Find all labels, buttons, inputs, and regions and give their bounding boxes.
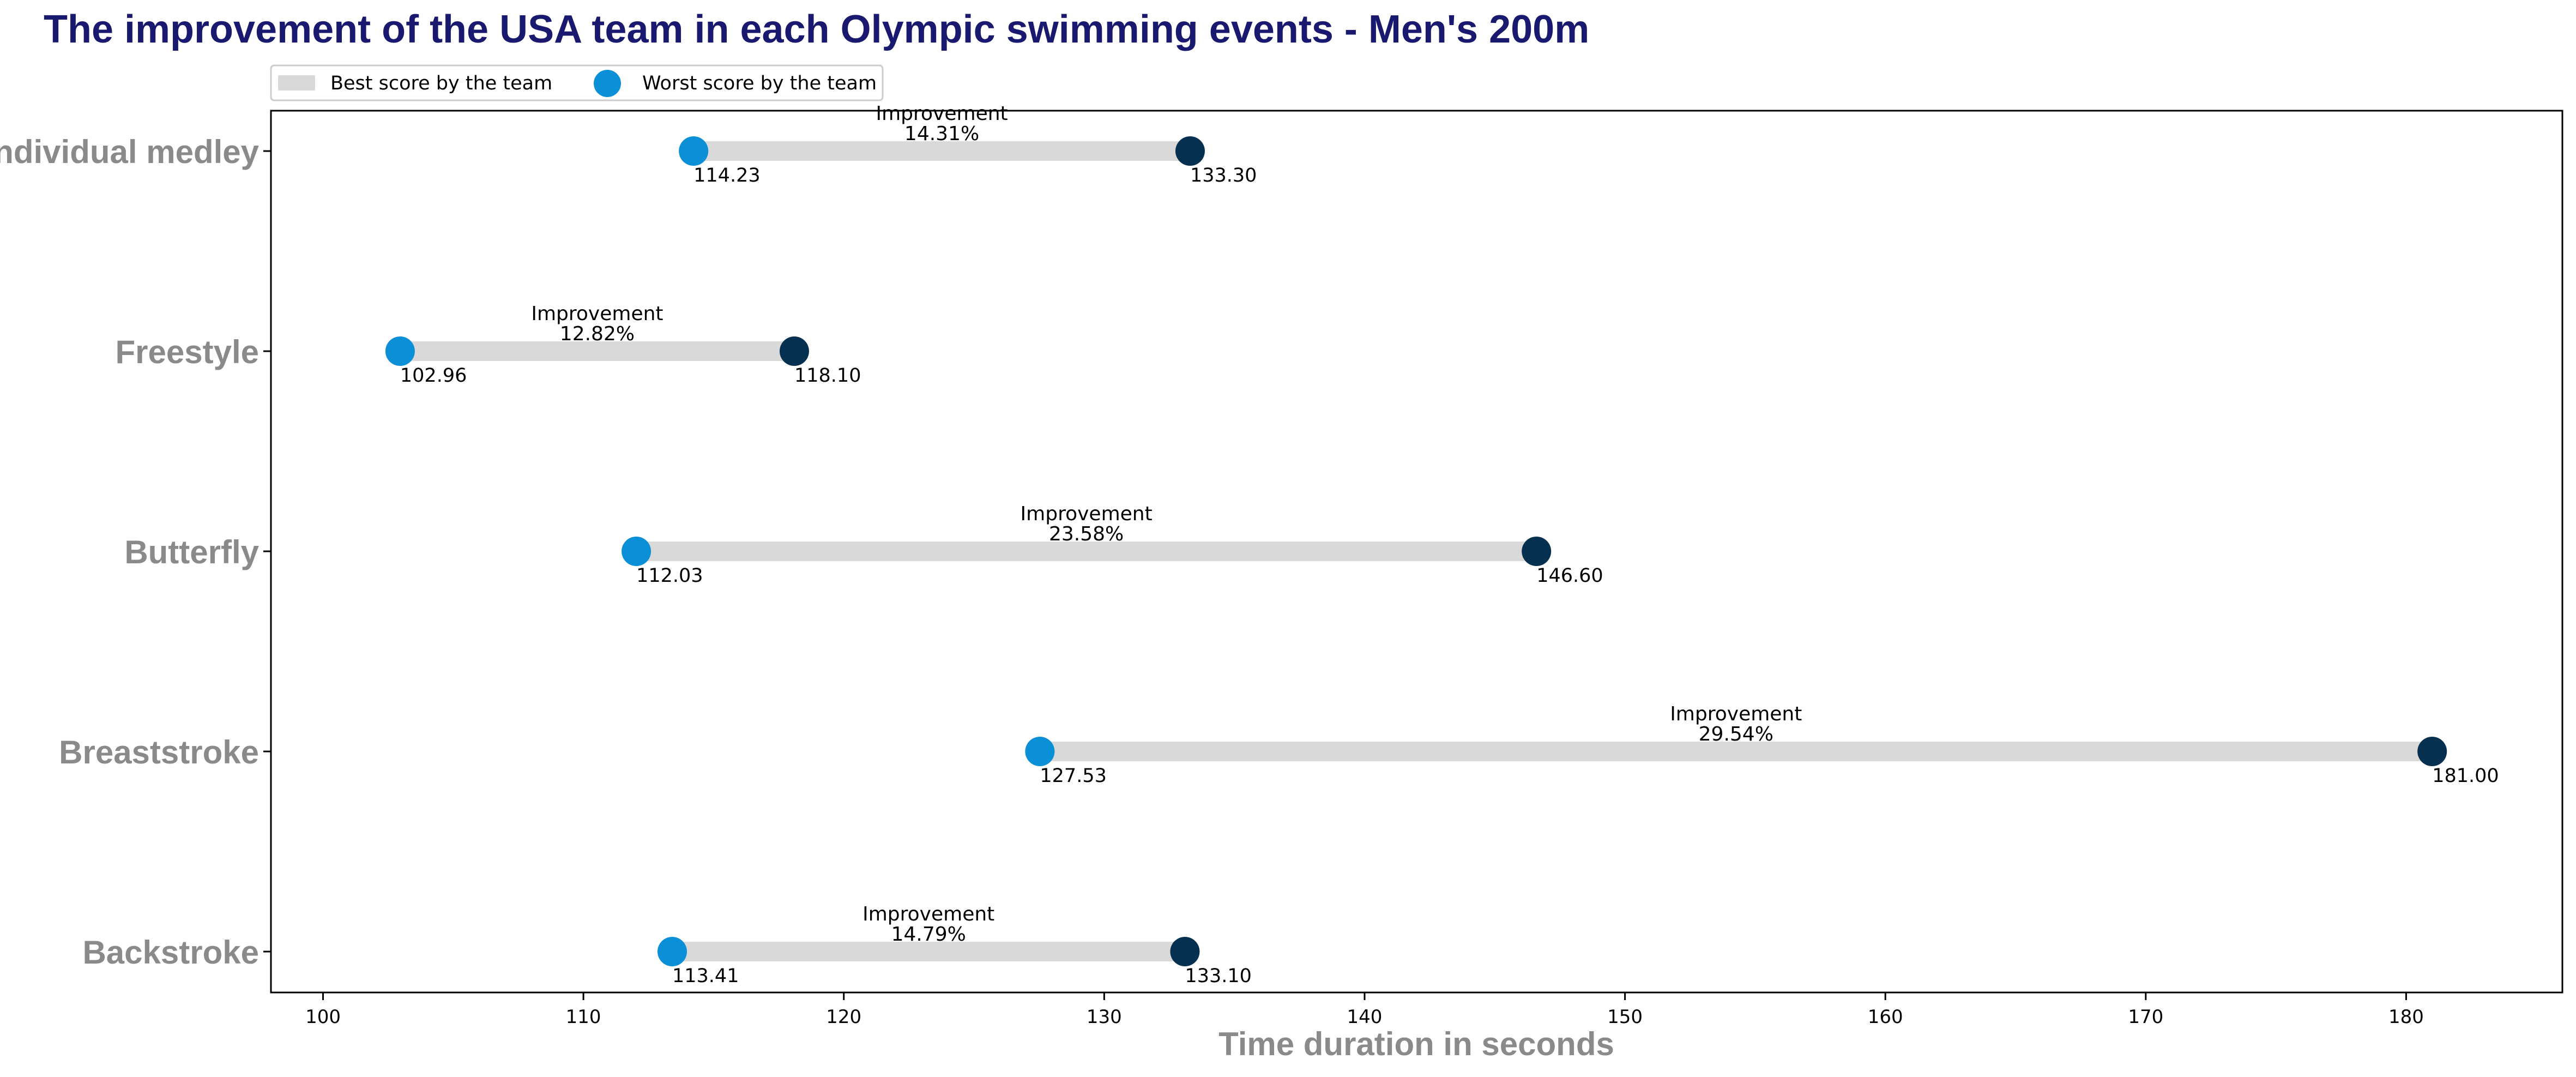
range-bar — [672, 942, 1185, 961]
best-score-label: 112.03 — [636, 565, 703, 587]
improvement-heading: Improvement — [1021, 503, 1153, 525]
worst-score-point — [1175, 136, 1205, 166]
x-tick-label: 140 — [1347, 1006, 1383, 1028]
x-tick-label: 100 — [305, 1006, 341, 1028]
best-score-point — [385, 336, 415, 366]
worst-score-label: 133.30 — [1190, 165, 1257, 186]
x-axis: 100 110 120 130 140 150 160 170 180 — [305, 992, 2424, 1028]
best-score-label: 114.23 — [693, 165, 760, 186]
x-tick-label: 170 — [2128, 1006, 2163, 1028]
x-tick-label: 130 — [1087, 1006, 1122, 1028]
legend-marker-worst — [594, 70, 621, 97]
improvement-heading: Improvement — [1670, 703, 1802, 725]
worst-score-point — [780, 336, 810, 366]
best-score-point — [657, 937, 687, 966]
category-label: Breaststroke — [59, 734, 259, 771]
worst-score-point — [2417, 737, 2447, 766]
improvement-value: 14.79% — [891, 923, 966, 946]
improvement-heading: Improvement — [876, 103, 1008, 125]
range-bar — [636, 541, 1537, 561]
best-score-label: 102.96 — [400, 365, 467, 387]
best-score-label: 113.41 — [672, 965, 739, 987]
improvement-value: 14.31% — [904, 123, 979, 145]
worst-score-label: 118.10 — [794, 365, 861, 387]
worst-score-label: 133.10 — [1185, 965, 1251, 987]
best-score-point — [679, 136, 709, 166]
bars-layer — [400, 141, 2433, 961]
best-score-point — [1025, 737, 1055, 766]
best-score-point — [622, 537, 651, 566]
x-tick-label: 150 — [1607, 1006, 1643, 1028]
improvement-heading: Improvement — [531, 303, 663, 325]
worst-score-point — [1170, 937, 1200, 966]
worst-score-label: 181.00 — [2432, 765, 2499, 787]
worst-score-point — [1522, 537, 1552, 566]
improvement-value: 12.82% — [560, 323, 635, 345]
category-label: Individual medley — [0, 134, 260, 170]
category-label: Backstroke — [82, 934, 259, 971]
range-bar — [693, 141, 1190, 161]
legend-frame — [270, 64, 884, 101]
range-bar — [1040, 742, 2433, 761]
best-score-label: 127.53 — [1040, 765, 1106, 787]
improvement-value: 23.58% — [1049, 523, 1124, 545]
category-label: Freestyle — [116, 334, 260, 370]
range-bar — [400, 341, 795, 361]
x-tick-label: 110 — [566, 1006, 601, 1028]
improvement-heading: Improvement — [862, 903, 994, 925]
legend: Best score by the team Worst score by th… — [270, 64, 884, 101]
legend-swatch-best — [278, 75, 315, 91]
worst-score-label: 146.60 — [1536, 565, 1603, 587]
improvement-value: 29.54% — [1699, 723, 1773, 745]
x-tick-label: 180 — [2388, 1006, 2424, 1028]
legend-label-worst: Worst score by the team — [642, 73, 877, 94]
x-tick-label: 120 — [826, 1006, 861, 1028]
category-label: Butterfly — [124, 534, 259, 570]
y-axis: Individual medley Freestyle Butterfly Breas… — [0, 134, 271, 971]
legend-label-best: Best score by the team — [330, 73, 552, 94]
x-axis-label: Time duration in seconds — [1218, 1026, 1614, 1062]
chart-title: The improvement of the USA team in each … — [44, 8, 1589, 51]
x-tick-label: 160 — [1868, 1006, 1903, 1028]
